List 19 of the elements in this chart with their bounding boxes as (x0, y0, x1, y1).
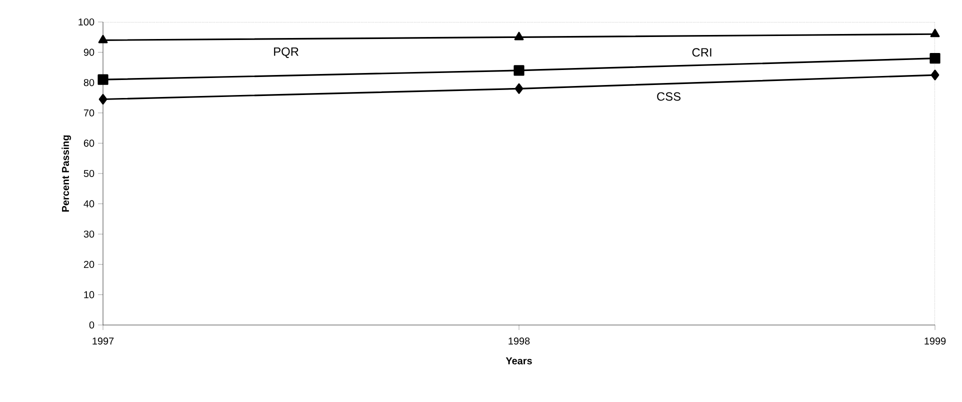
x-tick-label: 1997 (92, 338, 114, 345)
y-tick-label: 10 (84, 291, 94, 298)
series-label: CRI (692, 48, 712, 57)
y-tick-label: 60 (84, 140, 94, 147)
y-tick-label: 0 (89, 321, 94, 329)
series-label: CSS (657, 92, 681, 101)
y-tick-label: 50 (84, 170, 94, 178)
x-tick-label: 1999 (924, 338, 946, 345)
series-label: PQR (274, 47, 298, 58)
y-tick-label: 80 (84, 79, 94, 86)
x-axis-title: Years (506, 357, 532, 364)
y-tick-label: 20 (84, 260, 94, 268)
y-axis-title: Percent Passing (62, 135, 72, 212)
y-tick-label: 40 (84, 200, 94, 208)
y-tick-label: 90 (84, 48, 94, 56)
y-tick-label: 30 (84, 230, 94, 238)
y-tick-label: 70 (84, 109, 94, 116)
y-tick-label: 100 (78, 18, 94, 26)
x-tick-label: 1998 (508, 338, 530, 345)
